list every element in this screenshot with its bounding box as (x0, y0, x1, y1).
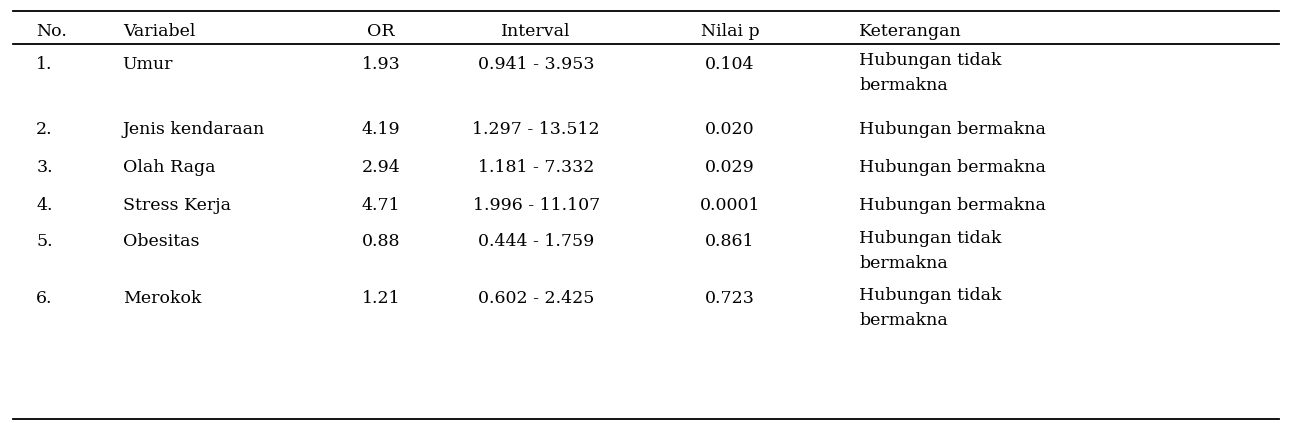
Text: Variabel: Variabel (123, 23, 195, 40)
Text: 0.723: 0.723 (705, 290, 755, 307)
Text: Obesitas: Obesitas (123, 233, 199, 250)
Text: 2.94: 2.94 (362, 159, 401, 176)
Text: Umur: Umur (123, 55, 173, 73)
Text: 0.104: 0.104 (705, 55, 755, 73)
Text: 6.: 6. (36, 290, 53, 307)
Text: 1.: 1. (36, 55, 53, 73)
Text: Hubungan bermakna: Hubungan bermakna (859, 197, 1047, 214)
Text: 1.297 - 13.512: 1.297 - 13.512 (473, 121, 599, 137)
Text: 4.71: 4.71 (362, 197, 401, 214)
Text: No.: No. (36, 23, 67, 40)
Text: 1.181 - 7.332: 1.181 - 7.332 (478, 159, 594, 176)
Text: Merokok: Merokok (123, 290, 202, 307)
Text: Keterangan: Keterangan (859, 23, 963, 40)
Text: Nilai p: Nilai p (700, 23, 760, 40)
Text: 3.: 3. (36, 159, 53, 176)
Text: 0.444 - 1.759: 0.444 - 1.759 (478, 233, 594, 250)
Text: 0.0001: 0.0001 (700, 197, 760, 214)
Text: bermakna: bermakna (859, 312, 948, 329)
Text: 1.93: 1.93 (362, 55, 401, 73)
Text: bermakna: bermakna (859, 255, 948, 272)
Text: Hubungan tidak: Hubungan tidak (859, 230, 1001, 247)
Text: 4.: 4. (36, 197, 53, 214)
Text: 2.: 2. (36, 121, 53, 137)
Text: 4.19: 4.19 (362, 121, 401, 137)
Text: Hubungan bermakna: Hubungan bermakna (859, 121, 1047, 137)
Text: OR: OR (367, 23, 395, 40)
Text: Hubungan bermakna: Hubungan bermakna (859, 159, 1047, 176)
Text: Olah Raga: Olah Raga (123, 159, 216, 176)
Text: Hubungan tidak: Hubungan tidak (859, 52, 1001, 69)
Text: 1.996 - 11.107: 1.996 - 11.107 (473, 197, 599, 214)
Text: 0.861: 0.861 (705, 233, 755, 250)
Text: Hubungan tidak: Hubungan tidak (859, 287, 1001, 304)
Text: Jenis kendaraan: Jenis kendaraan (123, 121, 265, 137)
Text: 0.602 - 2.425: 0.602 - 2.425 (478, 290, 594, 307)
Text: bermakna: bermakna (859, 77, 948, 94)
Text: 0.941 - 3.953: 0.941 - 3.953 (478, 55, 594, 73)
Text: 1.21: 1.21 (362, 290, 401, 307)
Text: 0.020: 0.020 (705, 121, 755, 137)
Text: 0.029: 0.029 (705, 159, 755, 176)
Text: Interval: Interval (501, 23, 571, 40)
Text: 0.88: 0.88 (362, 233, 401, 250)
Text: Stress Kerja: Stress Kerja (123, 197, 231, 214)
Text: 5.: 5. (36, 233, 53, 250)
